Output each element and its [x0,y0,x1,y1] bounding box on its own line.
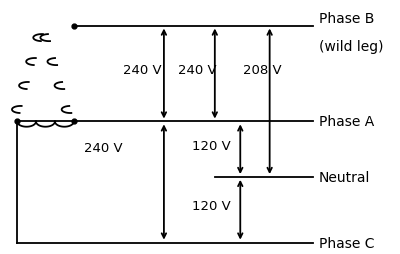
Text: 208 V: 208 V [242,64,281,77]
Text: Phase C: Phase C [319,236,374,249]
Text: 240 V: 240 V [178,64,216,77]
Text: Phase A: Phase A [319,115,374,129]
Text: 120 V: 120 V [192,139,230,152]
Text: Neutral: Neutral [319,170,370,184]
Text: 240 V: 240 V [84,142,122,155]
Text: 240 V: 240 V [123,64,162,77]
Text: 120 V: 120 V [192,200,230,213]
Text: (wild leg): (wild leg) [319,40,383,54]
Text: Phase B: Phase B [319,12,374,26]
